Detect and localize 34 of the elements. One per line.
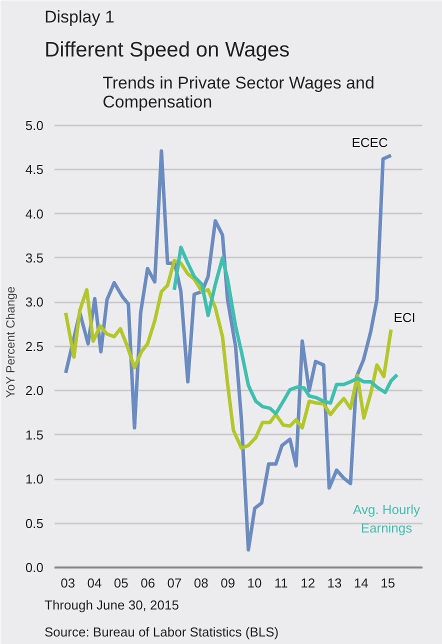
- x-tick-label: 09: [220, 576, 236, 590]
- x-tick-label: 05: [114, 576, 128, 590]
- x-tick-label: 04: [87, 576, 102, 590]
- x-tick-label: 14: [354, 576, 368, 590]
- x-tick-label: 13: [327, 576, 342, 590]
- x-tick-label: 10: [247, 576, 262, 590]
- y-tick-label: 1.5: [25, 427, 44, 442]
- source-note: Source: Bureau of Labor Statistics (BLS): [44, 624, 279, 640]
- series-label: ECI: [394, 310, 416, 326]
- y-tick-label: 1.0: [25, 472, 44, 487]
- x-tick-label: 08: [194, 576, 208, 590]
- line-series: [64, 258, 393, 450]
- y-tick-label: 5.0: [25, 118, 44, 133]
- y-tick-label: 2.5: [25, 338, 44, 354]
- text: Through June 30, 2015: [44, 598, 179, 612]
- x-tick-label: 07: [167, 576, 182, 590]
- y-tick-label: 0.5: [25, 516, 44, 531]
- x-tick-label: 11: [274, 576, 288, 590]
- x-tick-label: 03: [60, 576, 76, 590]
- chart-subtitle: Trends in Private Sector Wages and Compensation: [102, 74, 374, 112]
- y-tick-label: 4.5: [25, 162, 44, 178]
- y-tick-label: 3.0: [25, 294, 44, 310]
- y-tick-label: 3.5: [25, 250, 44, 266]
- text: Display 1: [44, 8, 114, 26]
- series-label: ECEC: [352, 135, 388, 150]
- chart-title: Different Speed on Wages: [44, 38, 290, 62]
- x-tick-label: 06: [140, 576, 156, 590]
- x-tick-label: 12: [300, 576, 316, 590]
- y-tick-label: 0.0: [25, 560, 44, 575]
- y-tick-label: 2.0: [25, 383, 44, 398]
- y-tick-label: 4.0: [25, 206, 44, 222]
- text: Avg. Hourly Earnings: [353, 502, 420, 536]
- x-tick-label: 15: [380, 576, 396, 590]
- y-axis-title: YoY Percent Change: [3, 286, 18, 398]
